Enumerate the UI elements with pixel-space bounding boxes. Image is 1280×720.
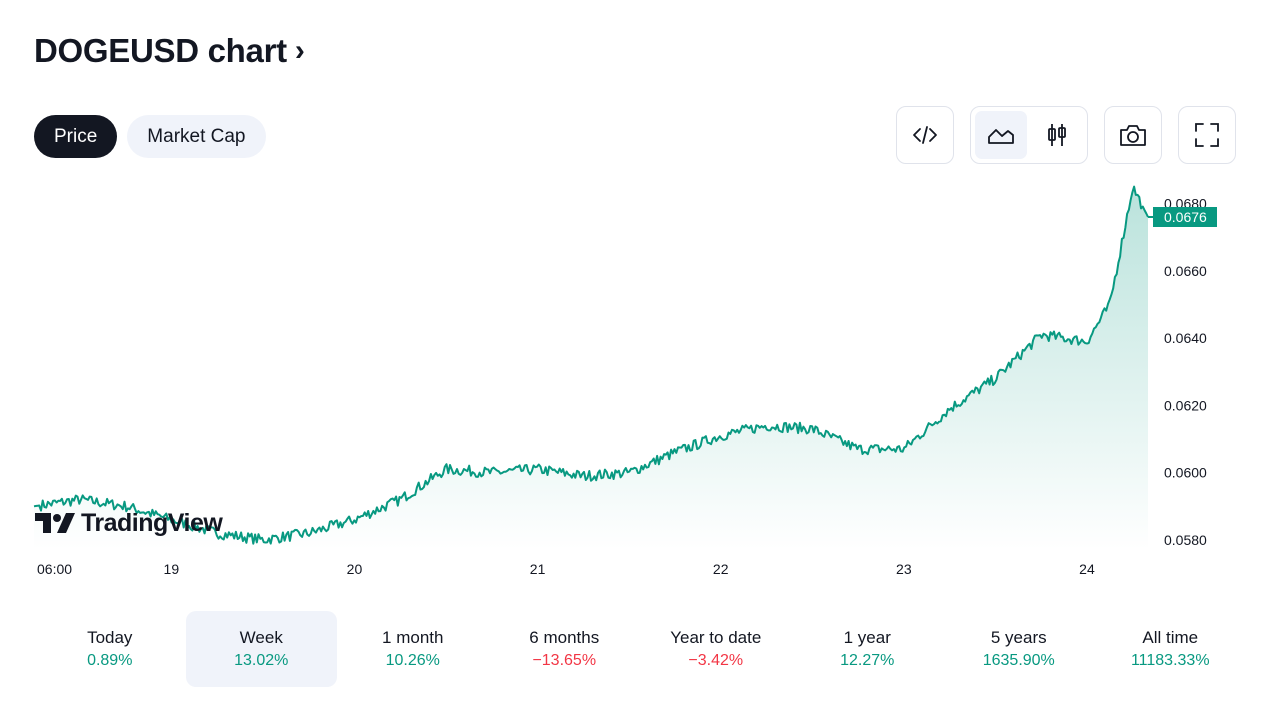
period-change: 13.02% <box>234 652 289 669</box>
x-tick-label: 21 <box>530 561 546 577</box>
fullscreen-icon <box>1195 123 1219 147</box>
performance-periods: Today 0.89% Week 13.02% 1 month 10.26% 6… <box>34 611 1246 687</box>
y-tick-label: 0.0620 <box>1164 397 1207 413</box>
price-chart[interactable]: 0.06800.06600.06400.06200.06000.05800.06… <box>0 180 1280 590</box>
period-week[interactable]: Week 13.02% <box>185 611 337 687</box>
period-label: 1 month <box>382 628 444 647</box>
code-icon <box>913 126 937 144</box>
x-tick-label: 06:00 <box>37 561 72 577</box>
snapshot-button[interactable] <box>1104 106 1162 164</box>
period-label: All time <box>1142 628 1199 647</box>
period-1-year[interactable]: 1 year 12.27% <box>792 611 944 687</box>
tab-market-cap[interactable]: Market Cap <box>127 115 266 158</box>
area-chart-icon <box>988 129 1014 144</box>
title-text: DOGEUSD chart <box>34 32 287 69</box>
fullscreen-button[interactable] <box>1178 106 1236 164</box>
tradingview-logo-icon <box>35 512 75 533</box>
y-tick-label: 0.0600 <box>1164 465 1207 481</box>
price-line <box>33 185 1149 545</box>
x-tick-label: 22 <box>713 561 729 577</box>
y-tick-label: 0.0660 <box>1164 263 1207 279</box>
candles-button[interactable] <box>1031 111 1083 159</box>
chevron-right-icon: › <box>294 34 305 67</box>
period-change: 10.26% <box>385 652 440 669</box>
period-change: −13.65% <box>532 652 597 669</box>
period-label: Week <box>239 628 283 647</box>
chart-style-group <box>970 106 1088 164</box>
period-today[interactable]: Today 0.89% <box>34 611 186 687</box>
period-change: −3.42% <box>688 652 744 669</box>
period-year-to-date[interactable]: Year to date −3.42% <box>640 611 792 687</box>
period-change: 11183.33% <box>1130 652 1210 669</box>
tradingview-watermark: TradingView <box>35 509 223 538</box>
last-price-badge <box>1153 207 1217 227</box>
period-label: Today <box>87 628 133 647</box>
period-change: 0.89% <box>87 652 133 669</box>
y-tick-label: 0.0580 <box>1164 532 1207 548</box>
price-area-fill <box>34 186 1148 550</box>
period-all-time[interactable]: All time 11183.33% <box>1095 611 1247 687</box>
period-label: 1 year <box>843 628 891 647</box>
watermark-text: TradingView <box>81 509 223 537</box>
period-1-month[interactable]: 1 month 10.26% <box>337 611 489 687</box>
x-tick-label: 20 <box>347 561 363 577</box>
embed-button[interactable] <box>896 106 954 164</box>
page-title[interactable]: DOGEUSD chart › <box>34 32 305 70</box>
candles-icon <box>1048 124 1066 146</box>
period-5-years[interactable]: 5 years 1635.90% <box>943 611 1095 687</box>
x-tick-label: 23 <box>896 561 912 577</box>
chart-mode-tabs: Price Market Cap <box>34 115 266 158</box>
camera-icon <box>1120 125 1146 146</box>
period-label: 6 months <box>529 628 600 647</box>
x-tick-label: 24 <box>1079 561 1095 577</box>
period-6-months[interactable]: 6 months −13.65% <box>489 611 641 687</box>
y-tick-label: 0.0640 <box>1164 330 1207 346</box>
tab-price[interactable]: Price <box>34 115 118 158</box>
period-change: 1635.90% <box>982 652 1055 669</box>
area-chart-button[interactable] <box>975 111 1027 159</box>
chart-toolbar <box>896 106 1236 164</box>
last-price-label: 0.0676 <box>1164 209 1207 225</box>
period-label: Year to date <box>670 628 762 647</box>
period-change: 12.27% <box>840 652 895 669</box>
period-label: 5 years <box>990 628 1047 647</box>
x-tick-label: 19 <box>164 561 180 577</box>
